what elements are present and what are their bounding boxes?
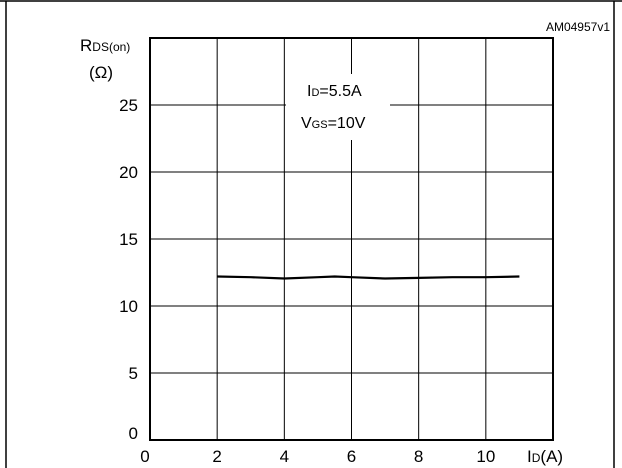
x-tick-label: 8 — [414, 447, 423, 466]
annotation-id-sub: D — [311, 87, 319, 99]
x-axis-label-sub: D — [532, 451, 541, 465]
x-axis-label-main: I — [527, 447, 532, 466]
y-axis-label-main: R — [80, 36, 92, 55]
y-tick-label: 5 — [129, 364, 138, 383]
annotation-vgs: VGS=10V — [301, 115, 366, 132]
annotation-vgs-main: V — [301, 115, 312, 132]
y-tick-label: 20 — [119, 163, 138, 182]
y-tick-label: 15 — [119, 230, 138, 249]
annotation-vgs-rest: =10V — [328, 115, 366, 132]
annotation-box — [286, 74, 390, 140]
y-tick-label: 0 — [129, 424, 138, 443]
plot-area — [149, 37, 554, 441]
series-line — [217, 275, 520, 280]
x-axis-label: ID(A) — [527, 447, 563, 466]
x-tick-labels: 0 2 4 6 8 10 — [140, 447, 495, 466]
series-layer — [217, 275, 520, 280]
annotation-vgs-sub: GS — [312, 119, 328, 131]
y-tick-label: 10 — [119, 297, 138, 316]
y-tick-labels: 0 5 10 15 20 25 — [119, 96, 138, 443]
x-tick-label: 10 — [476, 447, 495, 466]
y-tick-label: 25 — [119, 96, 138, 115]
y-axis-label-sub: DS(on) — [92, 40, 130, 54]
y-axis-unit: (Ω) — [89, 63, 113, 82]
y-axis-label: RDS(on) — [80, 36, 130, 55]
annotation-id-main: I — [307, 83, 311, 100]
x-tick-label: 6 — [347, 447, 356, 466]
x-axis-label-unit: (A) — [540, 447, 563, 466]
x-tick-label: 0 — [140, 447, 149, 466]
figure-ref-label: AM04957v1 — [546, 20, 610, 34]
x-tick-label: 2 — [212, 447, 221, 466]
x-tick-label: 4 — [280, 447, 289, 466]
annotation-id: ID=5.5A — [307, 83, 362, 100]
annotation-id-rest: =5.5A — [319, 83, 362, 100]
